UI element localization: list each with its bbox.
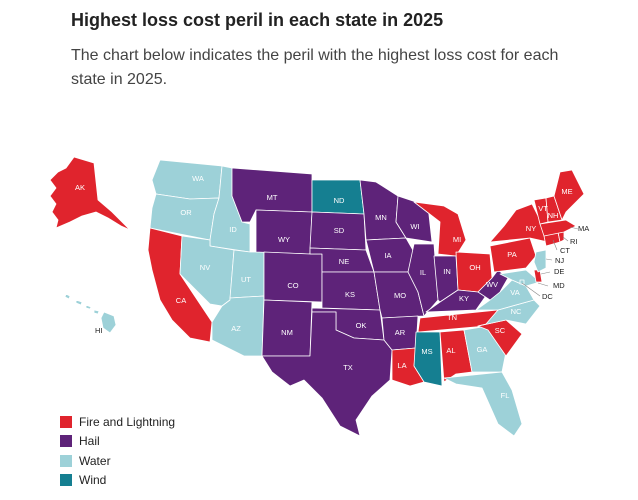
state-AL[interactable] [439, 329, 473, 383]
label-MD: MD [553, 281, 565, 290]
state-NY[interactable] [489, 203, 549, 243]
label-MA: MA [578, 224, 589, 233]
state-CO[interactable] [263, 251, 323, 303]
state-DC[interactable] [519, 279, 525, 285]
label-CA: CA [176, 296, 186, 305]
label-FL: FL [501, 391, 510, 400]
label-OH: OH [469, 263, 480, 272]
label-AZ: AZ [231, 324, 241, 333]
label-RI: RI [570, 237, 578, 246]
label-ID: ID [229, 225, 237, 234]
label-IL: IL [420, 268, 426, 277]
label-NC: NC [511, 307, 522, 316]
label-HI: HI [95, 326, 103, 335]
label-MS: MS [421, 347, 432, 356]
label-PA: PA [507, 250, 516, 259]
label-NV: NV [200, 263, 210, 272]
legend-swatch-water [60, 454, 72, 467]
legend-item-water: Water [60, 451, 175, 471]
label-ND: ND [334, 196, 345, 205]
legend-swatch-hail [60, 435, 72, 448]
legend-label-wind: Wind [79, 473, 107, 488]
state-labels: AK WA OR CA ID NV UT AZ MT WY CO NM ND S… [75, 174, 573, 400]
label-UT: UT [241, 275, 251, 284]
state-NJ[interactable] [533, 249, 547, 273]
state-PA[interactable] [489, 237, 537, 273]
label-NE: NE [339, 257, 349, 266]
label-TX: TX [343, 363, 353, 372]
label-NH: NH [548, 211, 559, 220]
label-MN: MN [375, 213, 387, 222]
legend-label-water: Water [79, 453, 111, 468]
legend-label-hail: Hail [79, 434, 100, 449]
chart-title: Highest loss cost peril in each state in… [71, 10, 444, 30]
state-FL[interactable] [443, 371, 523, 437]
legend-item-fire: Fire and Lightning [60, 412, 175, 432]
label-AR: AR [395, 328, 406, 337]
label-CT: CT [560, 246, 570, 255]
label-MO: MO [394, 291, 406, 300]
legend-item-hail: Hail [60, 432, 175, 452]
legend-label-fire: Fire and Lightning [79, 414, 176, 429]
label-KY: KY [459, 294, 469, 303]
state-WA[interactable] [151, 159, 223, 200]
state-MS[interactable] [413, 331, 443, 387]
label-WY: WY [278, 235, 290, 244]
label-SD: SD [334, 226, 345, 235]
state-AK[interactable] [49, 156, 131, 231]
label-leaders [521, 226, 579, 297]
state-TX[interactable] [261, 311, 393, 437]
label-MI: MI [453, 235, 461, 244]
state-MI[interactable] [413, 201, 467, 257]
label-NY: NY [526, 224, 536, 233]
label-GA: GA [477, 345, 488, 354]
label-TN: TN [447, 313, 457, 322]
label-IA: IA [384, 251, 391, 260]
label-SC: SC [495, 326, 506, 335]
label-AL: AL [446, 346, 455, 355]
label-IN: IN [443, 267, 451, 276]
label-AK: AK [75, 183, 85, 192]
state-MA[interactable] [539, 219, 577, 237]
label-LA: LA [397, 361, 406, 370]
chart-subtitle: The chart below indicates the peril with… [71, 47, 559, 88]
external-labels: MA RI CT NJ DE MD DC HI [95, 224, 589, 335]
label-VA: VA [510, 288, 519, 297]
label-WI: WI [410, 222, 419, 231]
label-WA: WA [192, 174, 204, 183]
label-ME: ME [561, 187, 572, 196]
state-WY[interactable] [255, 209, 313, 255]
label-CO: CO [287, 281, 298, 290]
label-NJ: NJ [555, 256, 564, 265]
state-IL[interactable] [407, 243, 439, 317]
map-legend: Fire and Lightning Hail Water Wind [60, 412, 175, 490]
legend-item-wind: Wind [60, 471, 175, 491]
label-KS: KS [345, 290, 355, 299]
label-DE: DE [554, 267, 564, 276]
legend-swatch-fire [60, 415, 72, 428]
state-MD[interactable] [499, 269, 541, 287]
label-NM: NM [281, 328, 293, 337]
label-OK: OK [356, 321, 367, 330]
label-OR: OR [180, 208, 192, 217]
state-ME[interactable] [553, 169, 585, 221]
legend-swatch-wind [60, 474, 72, 487]
state-HI[interactable] [64, 293, 117, 334]
label-VT: VT [538, 204, 548, 213]
label-DC: DC [542, 292, 553, 301]
label-WV: WV [486, 280, 498, 289]
label-MT: MT [267, 193, 278, 202]
